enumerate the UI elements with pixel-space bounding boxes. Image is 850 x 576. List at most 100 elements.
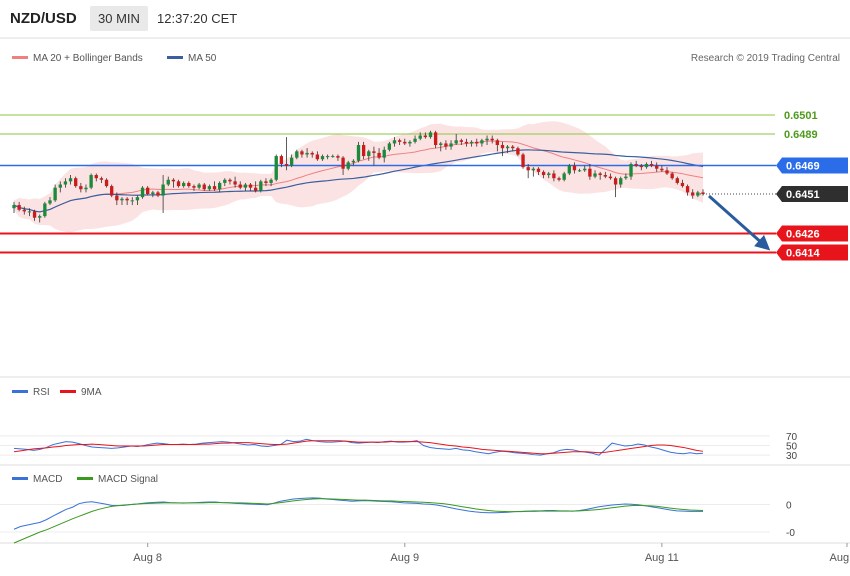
candle-body (397, 140, 402, 142)
candle-body (84, 187, 88, 190)
candle-body (264, 181, 268, 183)
candle (505, 145, 510, 153)
candle (89, 173, 93, 190)
candle (619, 176, 623, 188)
candle (295, 149, 299, 160)
candle (310, 151, 314, 158)
candle (336, 154, 340, 161)
candle-body (670, 173, 674, 179)
candle-body (146, 187, 150, 194)
rsi-legend-label: RSI (33, 387, 50, 398)
candle-body (572, 165, 577, 171)
candle-body (212, 186, 217, 190)
candle (660, 165, 664, 172)
candle-body (315, 154, 320, 160)
candle (79, 182, 83, 193)
candle (315, 151, 320, 161)
rsi-tick-label: 30 (786, 451, 798, 462)
candle-body (346, 162, 350, 169)
rsi-ma-legend-label: 9MA (81, 387, 102, 398)
rsi-legend: RSI 9MA (12, 387, 102, 398)
candle-body (649, 163, 654, 166)
candle-body (531, 168, 535, 171)
candle (264, 178, 268, 187)
macd-legend-swatch (12, 477, 28, 480)
candle-body (259, 181, 263, 191)
candle-body (521, 154, 525, 168)
candle (300, 149, 304, 158)
candle (53, 184, 57, 202)
candle-body (557, 178, 561, 180)
candle-body (17, 205, 21, 210)
candle (613, 176, 618, 198)
candle-body (351, 160, 356, 163)
candle (238, 181, 242, 190)
candle (603, 171, 607, 179)
candle (356, 141, 361, 163)
candle (120, 197, 124, 206)
candle-body (89, 175, 93, 188)
candle-body (392, 140, 397, 144)
candle (701, 189, 705, 196)
candle-body (331, 156, 335, 158)
candle (490, 135, 494, 144)
candle (58, 181, 62, 193)
candle-body (58, 184, 62, 188)
target-tag (776, 244, 848, 261)
candle (187, 181, 191, 188)
projection-arrow (708, 194, 771, 251)
candle-body (284, 163, 289, 166)
candle (649, 160, 654, 168)
signal-legend-swatch (77, 477, 93, 480)
macd-panel: 0 -0 (0, 497, 795, 544)
candle (305, 148, 309, 158)
candle (392, 137, 397, 147)
candle (351, 159, 356, 166)
candle (665, 167, 669, 176)
candle-body (151, 192, 155, 194)
candle (248, 182, 253, 191)
candle-body (218, 182, 222, 190)
candle-body (619, 178, 623, 185)
candle (212, 181, 217, 191)
candle (130, 197, 134, 206)
candle (495, 138, 499, 152)
candle (325, 154, 330, 160)
level-label: 0.6414 (786, 247, 821, 259)
candle-body (12, 205, 16, 209)
candle-body (660, 168, 664, 171)
candle (346, 160, 350, 171)
candle (253, 181, 258, 193)
candle (166, 176, 170, 187)
candle-body (120, 198, 124, 201)
candle-body (182, 182, 186, 187)
candle (567, 163, 571, 176)
candle (444, 140, 448, 150)
candle (223, 178, 227, 187)
candle (639, 163, 643, 171)
candle (74, 176, 78, 188)
candle (475, 138, 479, 147)
candle-body (603, 175, 607, 177)
candle (228, 178, 232, 185)
candle-body (413, 138, 417, 142)
candle (176, 179, 181, 188)
candle (670, 171, 674, 180)
bollinger-band (14, 121, 703, 233)
candle-body (233, 181, 237, 185)
timeframe-badge[interactable]: 30 MIN (90, 6, 148, 31)
candle (521, 152, 525, 169)
candle (516, 146, 520, 157)
candle-body (176, 181, 181, 187)
candle (598, 171, 602, 180)
price-panel: 0.6501 0.6489 0.6469 0.6451 0.6426 0.6414 (0, 110, 848, 261)
candle (43, 201, 47, 218)
candle-body (490, 138, 494, 141)
candle (48, 197, 52, 206)
candle-body (248, 184, 253, 188)
candle (84, 184, 88, 193)
rsi-ma-legend-swatch (60, 390, 76, 393)
candle (125, 197, 129, 206)
candle-body (541, 171, 546, 176)
